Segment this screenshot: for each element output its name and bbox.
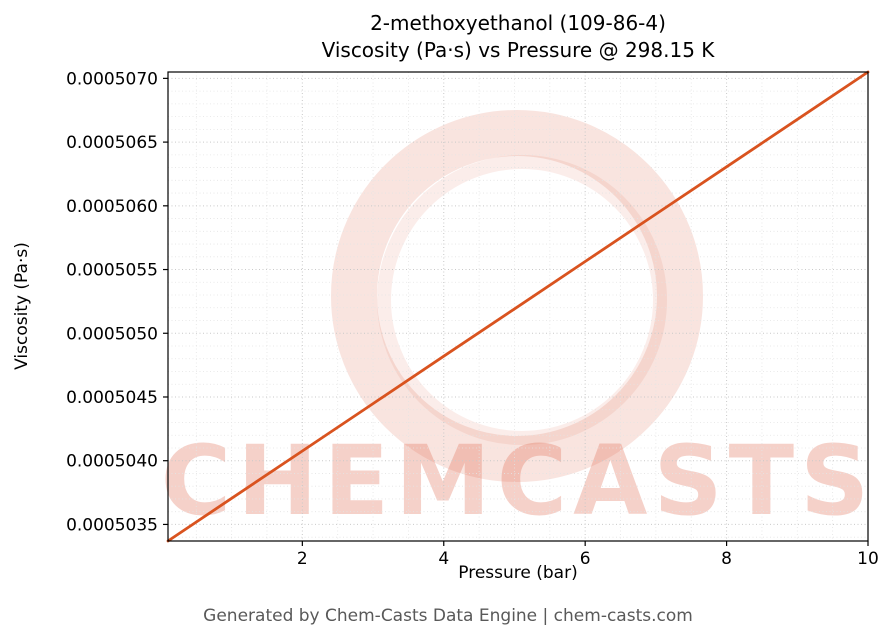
watermark-brush-circle-inner-icon — [377, 155, 667, 445]
y-tick-label: 0.0005045 — [66, 388, 158, 408]
footer-credit: Generated by Chem-Casts Data Engine | ch… — [203, 606, 693, 626]
x-tick-label: 10 — [857, 549, 879, 569]
axes-spines — [167, 71, 869, 542]
y-tick-label: 0.0005070 — [66, 69, 158, 89]
y-tick-label: 0.0005065 — [66, 133, 158, 153]
x-axis-label: Pressure (bar) — [458, 563, 578, 583]
x-tick-label: 6 — [580, 549, 591, 569]
chart-title-line2: Viscosity (Pa·s) vs Pressure @ 298.15 K — [321, 38, 715, 62]
x-tick-label: 2 — [297, 549, 308, 569]
data-line-viscosity — [166, 70, 870, 543]
y-tick-label: 0.0005055 — [66, 261, 158, 281]
x-tick-label: 8 — [721, 549, 732, 569]
x-tick-label: 4 — [438, 549, 449, 569]
y-tick-label: 0.0005040 — [66, 452, 158, 472]
watermark-brush-circle-icon — [331, 110, 703, 482]
y-tick-label: 0.0005060 — [66, 197, 158, 217]
watermark-text: CHEMCASTS — [161, 425, 875, 537]
chart-title-line1: 2-methoxyethanol (109-86-4) — [370, 11, 666, 35]
y-tick-label: 0.0005050 — [66, 324, 158, 344]
chart-title: 2-methoxyethanol (109-86-4) Viscosity (P… — [140, 10, 896, 64]
y-axis-label: Viscosity (Pa·s) — [12, 242, 32, 370]
y-tick-label: 0.0005035 — [66, 515, 158, 535]
